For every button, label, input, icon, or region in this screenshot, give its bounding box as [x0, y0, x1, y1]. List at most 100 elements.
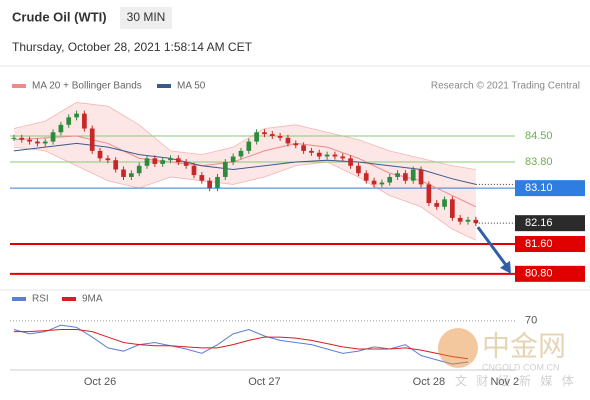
- candle: [340, 156, 346, 159]
- candle: [442, 199, 447, 207]
- candle: [222, 162, 228, 177]
- candle: [113, 160, 119, 170]
- level-box: [515, 236, 585, 253]
- legend-label: MA 50: [177, 81, 206, 92]
- candle: [262, 132, 267, 135]
- candle: [89, 128, 95, 151]
- bollinger-edge: [13, 102, 476, 170]
- candle: [74, 113, 79, 118]
- candle: [66, 117, 72, 125]
- candle: [387, 176, 393, 183]
- watermark-logo: [438, 328, 478, 368]
- candle: [363, 173, 369, 181]
- candle: [168, 158, 173, 161]
- bollinger-edge: [13, 146, 477, 241]
- rsi-line: [13, 324, 469, 365]
- candle: [230, 156, 236, 163]
- legend-label: RSI: [32, 294, 49, 305]
- candle: [465, 219, 471, 222]
- candle: [356, 165, 361, 174]
- candle: [175, 158, 181, 163]
- candle: [238, 150, 244, 157]
- level-label: 81.60: [525, 238, 553, 250]
- interval-pill: [120, 7, 172, 29]
- candle: [160, 160, 166, 164]
- candle: [426, 184, 432, 204]
- level-box: [515, 265, 585, 282]
- candle: [410, 169, 416, 181]
- level-label: 83.10: [525, 182, 553, 194]
- timestamp: Thursday, October 28, 2021 1:58:14 AM CE…: [12, 40, 253, 54]
- credit: Research © 2021 Trading Central: [431, 81, 580, 92]
- candle: [324, 154, 330, 157]
- candle: [457, 217, 463, 222]
- candle: [27, 139, 32, 142]
- candle: [473, 219, 479, 224]
- candle: [11, 137, 17, 139]
- level-label: 82.16: [525, 217, 553, 229]
- legend-swatch: [12, 297, 26, 301]
- level-label: 83.80: [525, 156, 553, 168]
- candle: [191, 165, 197, 176]
- candle: [50, 132, 56, 142]
- title: Crude Oil (WTI): [12, 9, 107, 24]
- candle: [246, 141, 252, 151]
- watermark-name: 中金网: [482, 330, 566, 361]
- candle: [144, 158, 150, 166]
- candle: [183, 162, 189, 166]
- candle: [215, 176, 220, 189]
- rsi-line: [13, 329, 469, 360]
- candle: [434, 203, 440, 207]
- candle: [285, 137, 291, 144]
- x-tick-label: Nov 2: [490, 376, 519, 388]
- candle: [316, 152, 322, 157]
- legend-swatch: [12, 84, 26, 88]
- watermark-slogan: 文 财 经 新 媒 体: [455, 373, 577, 388]
- forecast-arrow: [476, 226, 510, 269]
- candle: [348, 158, 353, 166]
- level-label: 80.80: [525, 268, 553, 280]
- candle: [207, 180, 212, 189]
- watermark-site: CNGOLD.COM.CN: [482, 362, 560, 372]
- x-tick-label: Oct 27: [248, 376, 280, 388]
- candle: [105, 158, 111, 161]
- watermark: 中金网 CNGOLD.COM.CN 文 财 经 新 媒 体: [438, 328, 577, 388]
- candle: [309, 150, 314, 153]
- candle: [277, 135, 283, 138]
- x-tick-label: Oct 26: [84, 376, 116, 388]
- level-box: [515, 180, 585, 197]
- candle: [121, 169, 126, 177]
- candle: [293, 143, 299, 146]
- candle: [136, 165, 142, 174]
- candle: [418, 169, 424, 185]
- interval: 30 MIN: [127, 10, 166, 24]
- candle: [254, 132, 259, 142]
- level-label: 84.50: [525, 130, 553, 142]
- bollinger-band: [13, 102, 476, 241]
- candle: [332, 154, 338, 157]
- legend-swatch: [157, 84, 171, 88]
- candle: [42, 141, 48, 144]
- candle: [35, 141, 40, 144]
- legend-swatch: [62, 297, 76, 301]
- legend-label: MA 20 + Bollinger Bands: [32, 81, 142, 92]
- level-box: [515, 215, 585, 232]
- candle: [403, 173, 408, 181]
- candle: [82, 113, 87, 129]
- candle: [97, 150, 103, 159]
- candle: [152, 158, 158, 164]
- candle: [129, 173, 134, 177]
- y-tick-label: 70: [525, 315, 537, 327]
- candle: [301, 145, 306, 151]
- x-tick-label: Oct 28: [413, 376, 445, 388]
- candle: [19, 137, 25, 140]
- candle: [395, 173, 400, 177]
- arrow-head: [500, 260, 511, 274]
- candle: [379, 182, 385, 185]
- candle: [269, 134, 275, 136]
- legend-label: 9MA: [82, 294, 103, 305]
- candle: [371, 180, 377, 185]
- candle: [450, 199, 455, 218]
